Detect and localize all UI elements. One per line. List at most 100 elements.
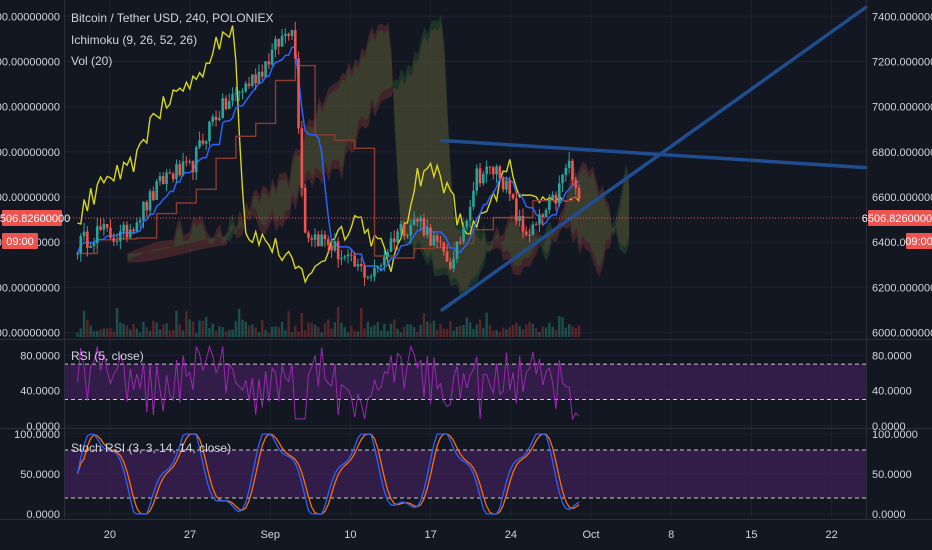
candle (227, 101, 231, 110)
ichimoku-legend[interactable]: Ichimoku (9, 26, 52, 26) (71, 33, 197, 47)
candle (221, 98, 224, 119)
candle (462, 226, 465, 242)
candle (538, 214, 541, 225)
stoch-band (64, 450, 866, 498)
candle (574, 179, 578, 189)
candle (185, 161, 188, 163)
rsi-legend[interactable]: RSI (5, close) (71, 349, 144, 363)
y-tick-label-right: 6200.00000000 (872, 282, 932, 294)
candle (359, 264, 363, 267)
volume-bar (369, 326, 373, 337)
volume-bar (185, 311, 188, 337)
x-tick-label: Sep (260, 529, 280, 541)
volume-bar (343, 327, 346, 337)
candle (488, 166, 492, 168)
volume-bar (363, 328, 366, 337)
volume-bar (102, 328, 106, 337)
volume-bar (419, 325, 422, 337)
candle (194, 147, 198, 173)
volume-bar (505, 329, 508, 337)
price-panel[interactable] (64, 5, 868, 337)
volume-bar (429, 322, 432, 337)
candle (333, 241, 337, 251)
countdown-right: 09:00 (905, 236, 932, 248)
volume-bar (472, 328, 475, 337)
volume-bar (485, 312, 488, 337)
y-tick-label-left: 100.0000 (14, 429, 60, 441)
volume-bar (138, 332, 142, 337)
candle (254, 74, 257, 84)
volume-bar (577, 325, 581, 337)
y-tick-label-left: 7000.00000000 (0, 102, 60, 114)
volume-bar (162, 324, 165, 337)
volume-bar (462, 324, 465, 337)
candle (340, 257, 343, 260)
candle (564, 167, 568, 175)
volume-bar (122, 323, 125, 337)
volume-bar (234, 321, 238, 337)
candle (99, 226, 102, 230)
rsi-panel[interactable] (64, 344, 866, 421)
y-tick-label-left: 0.0000 (26, 509, 60, 521)
candle (383, 257, 386, 266)
candle (508, 180, 512, 195)
volume-bar (518, 326, 521, 337)
volume-bar (534, 328, 538, 337)
y-tick-label-right: 100.0000 (872, 429, 918, 441)
volume-bar (525, 324, 528, 337)
candle (244, 83, 248, 92)
volume-bar (228, 330, 231, 337)
volume-bar (270, 326, 274, 337)
tenkan-sen-line (76, 46, 580, 272)
candle (452, 258, 455, 269)
candle (402, 224, 406, 237)
candle (224, 98, 228, 110)
candle (148, 191, 152, 211)
candle (178, 164, 182, 176)
volume-bar (508, 327, 511, 337)
candle (119, 231, 122, 242)
candle (300, 128, 304, 188)
volume-bar (327, 319, 330, 337)
volume-bar (89, 325, 92, 337)
volume-bar (267, 332, 271, 337)
y-tick-label-right: 80.0000 (872, 350, 912, 362)
support-trendline[interactable] (440, 5, 868, 312)
volume-bar (336, 307, 340, 337)
y-tick-label-left: 6600.00000000 (0, 192, 60, 204)
volume-bar (191, 321, 195, 337)
volume-bar (475, 324, 478, 337)
volume-bar (165, 323, 168, 337)
volume-bar (396, 328, 399, 337)
candle (379, 265, 383, 267)
y-tick-label-left: 40.0000 (20, 386, 60, 398)
volume-bar (175, 310, 178, 337)
volume-bar (449, 320, 452, 337)
candle (155, 181, 158, 201)
stoch-rsi-legend[interactable]: Stoch RSI (3, 3, 14, 14, close) (71, 441, 231, 455)
resistance-trendline[interactable] (440, 138, 868, 170)
y-tick-label-left: 7200.00000000 (0, 56, 60, 68)
volume-bar (426, 321, 429, 337)
candle (92, 243, 96, 247)
candle (135, 222, 139, 232)
stoch-rsi-panel[interactable] (64, 433, 866, 515)
volume-bar (422, 312, 426, 337)
ichimoku-cloud-bull (127, 14, 630, 298)
candle (482, 174, 485, 184)
volume-legend[interactable]: Vol (20) (71, 54, 112, 68)
volume-bar (290, 332, 294, 337)
volume-bar (142, 321, 145, 337)
candle (234, 93, 238, 95)
candle (567, 160, 571, 168)
volume-bar (346, 332, 350, 337)
volume-bar (511, 324, 515, 337)
volume-bar (330, 328, 333, 337)
candle (290, 29, 294, 37)
chart-title: Bitcoin / Tether USD, 240, POLONIEX (71, 11, 274, 25)
volume-bar (564, 327, 568, 337)
candle (439, 241, 442, 243)
volume-bar (492, 330, 495, 337)
candle (577, 188, 581, 200)
